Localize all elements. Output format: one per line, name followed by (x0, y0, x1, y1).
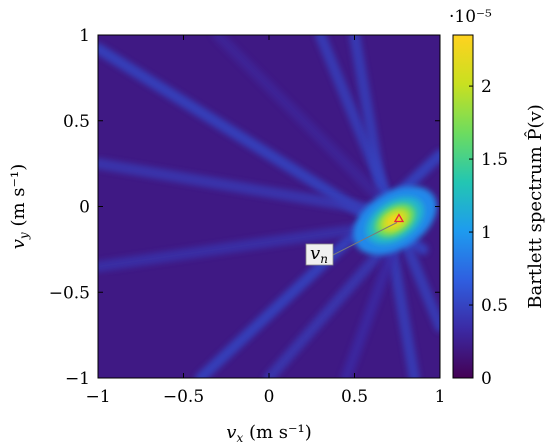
spectral-ridge-2 (98, 158, 412, 221)
colorbar-tick-label: 1.5 (481, 150, 508, 170)
y-tick-label: 1 (79, 26, 90, 46)
y-tick-label: −1 (65, 369, 90, 389)
x-tick-label: 1 (435, 387, 446, 407)
x-axis-label: vx (m s⁻¹) (226, 422, 311, 445)
y-tick-label: −0.5 (49, 283, 90, 303)
plot-area: vn (98, 35, 440, 378)
y-tick-label: 0.5 (63, 112, 90, 132)
y-axis-label: vy (m s⁻¹) (8, 164, 31, 249)
annotation-label-box (305, 243, 334, 266)
annotation-leader-line (332, 222, 398, 256)
colorbar-label: Bartlett spectrum P̂(v) (524, 104, 546, 308)
x-tick-label: −0.5 (163, 387, 204, 407)
colorbar-rect (452, 34, 474, 379)
x-tick-label: −1 (85, 387, 110, 407)
spectral-ridge-8 (212, 35, 403, 221)
colorbar: 2 1.5 1 0.5 0 ·10⁻⁵ Bartlett spectrum P̂(v) (449, 7, 546, 389)
spectral-ridge-7 (98, 218, 403, 273)
axes: −1 −0.5 0 0.5 1 1 0.5 0 −0.5 −1 vx (m s⁻¹) vy (m s⁻… (8, 26, 445, 445)
x-tick-label: 0.5 (341, 387, 368, 407)
colorbar-tick-label: 0.5 (481, 296, 508, 316)
colorbar-tick-label: 2 (481, 77, 492, 97)
annotation-label: vn (310, 243, 328, 266)
y-tick-label: 0 (79, 198, 90, 218)
colorbar-tick-label: 1 (481, 223, 492, 243)
colorbar-tick-label: 0 (481, 369, 492, 389)
peak-marker (393, 213, 405, 223)
x-tick-label: 0 (264, 387, 275, 407)
colorbar-multiplier: ·10⁻⁵ (449, 7, 492, 27)
